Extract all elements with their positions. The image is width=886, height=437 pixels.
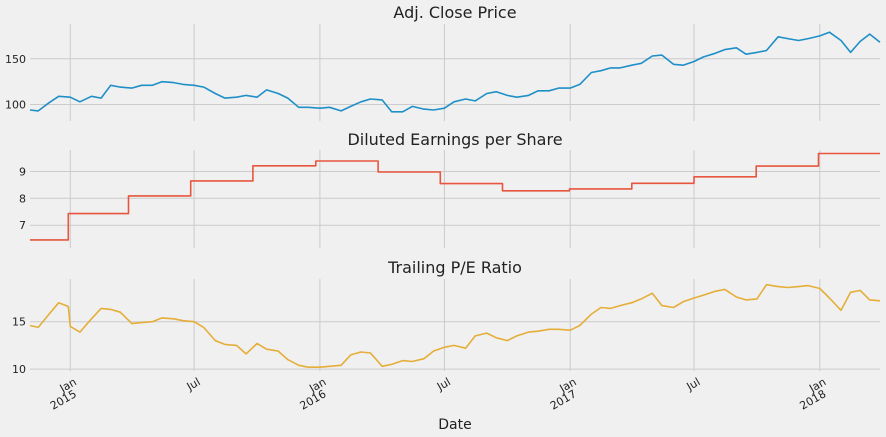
x-tick-month: Jul — [434, 375, 453, 393]
y-tick-label: 150 — [5, 53, 26, 66]
y-tick-labels: 7 8 9 — [19, 166, 26, 233]
series-line — [30, 152, 880, 241]
panel-trailing-pe: Trailing P/E Ratio 10 15 — [12, 258, 881, 376]
y-tick-labels: 10 15 — [12, 316, 26, 376]
y-tick-label: 9 — [19, 166, 26, 179]
series — [29, 283, 881, 368]
y-tick-label: 7 — [19, 219, 26, 232]
panel-title: Adj. Close Price — [393, 3, 516, 22]
series-line — [29, 31, 881, 113]
x-axis-label: Date — [438, 417, 471, 433]
y-tick-label: 15 — [12, 316, 26, 329]
x-tick-month: Jul — [184, 375, 203, 393]
series-line — [29, 283, 881, 368]
y-tick-labels: 100 150 — [5, 53, 26, 112]
y-tick-label: 100 — [5, 99, 26, 112]
panel-diluted-eps: Diluted Earnings per Share 7 8 9 — [19, 130, 880, 248]
y-tick-label: 8 — [19, 192, 26, 205]
x-tick-month: Jul — [684, 375, 703, 393]
panel-adj-close-price: Adj. Close Price 100 150 — [5, 3, 881, 121]
grid — [30, 279, 880, 371]
panel-title: Trailing P/E Ratio — [387, 258, 522, 277]
grid — [30, 24, 880, 121]
series — [30, 152, 880, 241]
grid — [30, 150, 880, 248]
series — [29, 31, 881, 113]
y-tick-label: 10 — [12, 363, 26, 376]
panel-title: Diluted Earnings per Share — [347, 130, 562, 149]
